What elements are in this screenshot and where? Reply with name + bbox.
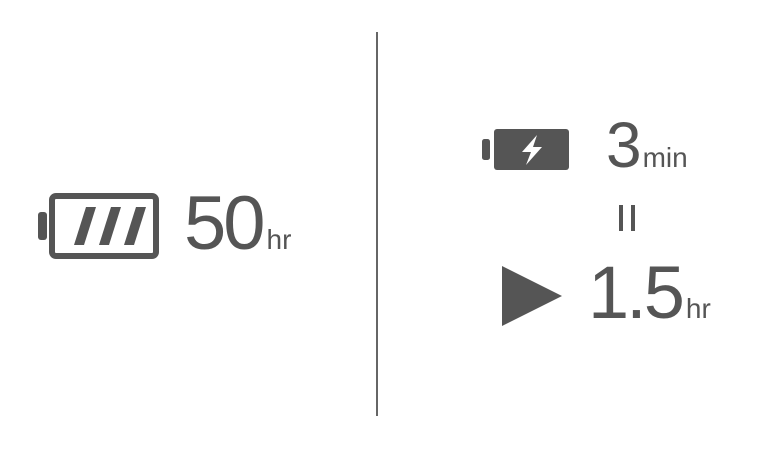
playback-stat: 1.5 hr [588, 256, 711, 330]
battery-charging-icon [482, 129, 569, 170]
quick-charge-value: 3 [606, 109, 642, 181]
divider [376, 32, 378, 416]
battery-life-unit: hr [266, 224, 292, 255]
playback-value: 1.5 [588, 251, 685, 334]
equals-icon [619, 205, 635, 231]
battery-life-stat: 50 hr [184, 186, 291, 262]
quick-charge-unit: min [642, 142, 688, 173]
battery-life-value: 50 [184, 181, 266, 266]
play-icon [502, 266, 562, 326]
playback-unit: hr [685, 293, 711, 324]
battery-full-icon [38, 193, 159, 259]
quick-charge-stat: 3 min [606, 113, 688, 177]
